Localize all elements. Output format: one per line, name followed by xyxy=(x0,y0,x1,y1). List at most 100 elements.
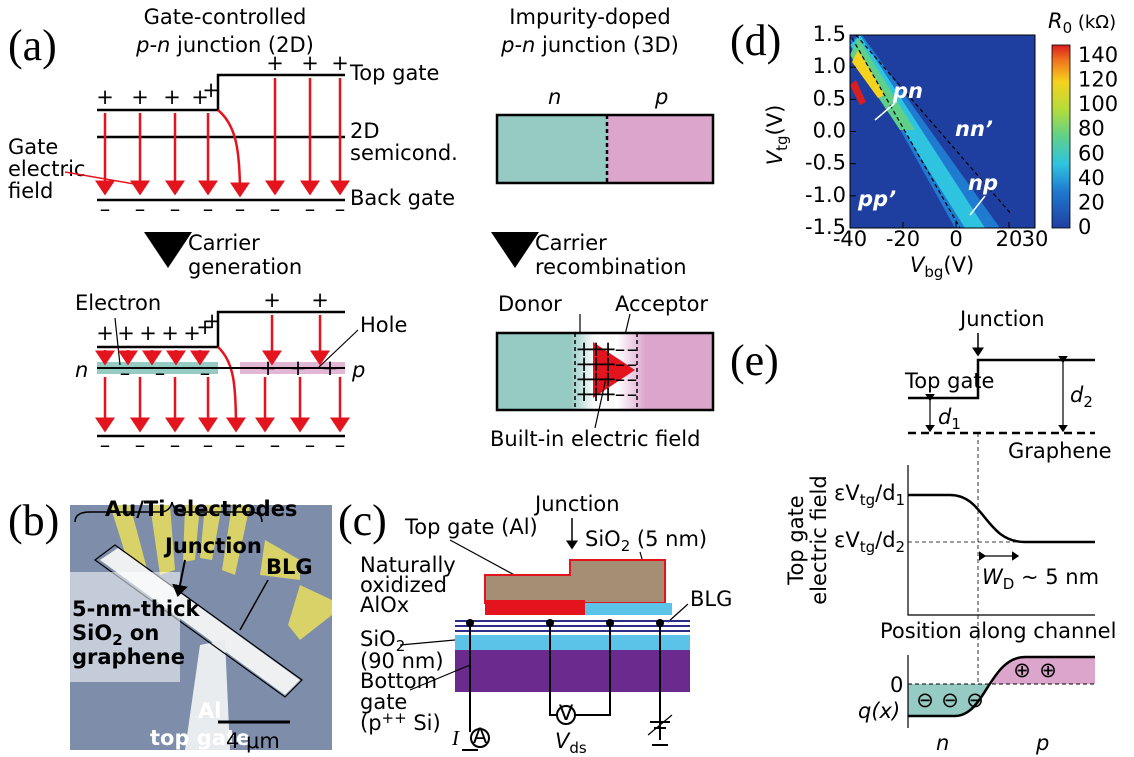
charge-sign: + xyxy=(587,382,605,406)
label-part: (V) xyxy=(943,253,974,277)
charge-sign: + xyxy=(203,309,221,333)
colorbar-tick-label: 120 xyxy=(1078,68,1118,92)
charge-sign: – xyxy=(135,197,146,221)
label-part: SiO xyxy=(72,621,112,645)
y-tick-label: 1.5 xyxy=(813,22,846,46)
label: n xyxy=(936,731,949,755)
charge-sign: + xyxy=(202,78,220,102)
n-region xyxy=(497,333,595,410)
label: Gate xyxy=(8,135,58,159)
charge-sign: – xyxy=(615,382,626,406)
battery xyxy=(647,714,673,736)
y-axis-label: electric field xyxy=(807,475,831,604)
label: Electron xyxy=(75,291,161,315)
x-tick-label: 30 xyxy=(1022,227,1049,251)
ammeter xyxy=(470,728,490,748)
label-part: bg xyxy=(924,263,943,281)
ticks: 1.51.00.50.0-0.5-1.0-1.5-40 -20 0 20 3014012… xyxy=(805,22,1118,251)
charge-signs: + + + +++ + +– – – – – – – –+ + + + ++++ +– – – – – – – –– – – + + ++… xyxy=(95,51,638,457)
label-part: 2 xyxy=(1083,393,1093,411)
charge-sign: – xyxy=(100,433,111,457)
label: field xyxy=(8,179,53,203)
leader xyxy=(874,102,896,121)
p-region xyxy=(607,115,713,183)
label-part: SiO xyxy=(585,527,621,551)
label: Top gate xyxy=(349,61,439,85)
label-part: W xyxy=(982,565,1004,589)
n-region xyxy=(497,115,607,183)
label: d2 xyxy=(1070,383,1093,411)
label-part: Si) xyxy=(407,711,441,735)
label: generation xyxy=(188,255,302,279)
label: SiO2 on xyxy=(72,621,159,649)
label: 2D xyxy=(350,119,380,143)
charge-sign: – xyxy=(120,361,131,385)
electrode xyxy=(183,505,200,562)
label-box xyxy=(70,572,180,682)
charge-sign: + xyxy=(163,85,181,109)
label-part: 1 xyxy=(951,415,961,433)
label: (90 nm) xyxy=(360,649,444,673)
contact xyxy=(546,619,554,627)
y-tick-label: -1.5 xyxy=(805,215,846,239)
label-part: tg xyxy=(773,135,791,150)
top-gate-line xyxy=(97,310,345,349)
charge-sign: + xyxy=(259,356,277,380)
charge-sign: + xyxy=(599,352,617,376)
label-part: D xyxy=(1003,575,1015,593)
label: 4 μm xyxy=(226,729,280,753)
label-part: /d xyxy=(875,528,895,552)
electrode xyxy=(260,540,300,580)
leader xyxy=(399,639,456,646)
label-part: V xyxy=(555,729,571,753)
leader xyxy=(449,539,521,579)
charge-sign: + xyxy=(161,321,179,345)
charge-sign: – xyxy=(235,433,246,457)
charge-sign: – xyxy=(155,361,166,385)
charge-sign: + xyxy=(321,356,339,380)
colorbar-title: R0 (kΩ) xyxy=(1048,9,1116,37)
contact xyxy=(656,619,664,627)
charge-sign: + xyxy=(301,51,319,75)
label-part: d xyxy=(1070,383,1084,407)
label: semicond. xyxy=(350,141,458,165)
colormap-ridge xyxy=(852,50,885,98)
axes xyxy=(907,465,1095,616)
label: p xyxy=(1035,731,1049,755)
charge-sign: + xyxy=(139,321,157,345)
region-label: pp’ xyxy=(857,187,896,211)
label-part: V xyxy=(763,149,787,165)
label: Top gate xyxy=(904,369,994,393)
p-charge xyxy=(990,657,1095,684)
contacts xyxy=(466,619,664,627)
label-part: 0 xyxy=(1063,19,1073,37)
region-label: pn xyxy=(892,79,923,103)
label-part: ~ 5 nm xyxy=(1014,565,1099,589)
label: Junction xyxy=(958,307,1045,331)
charge-sign: + xyxy=(587,352,605,376)
x-tick-label: -20 xyxy=(886,227,920,251)
leader xyxy=(624,313,631,336)
charge-sign: – xyxy=(305,197,316,221)
title: p-n junction (3D) xyxy=(500,33,679,57)
charge-sign: – xyxy=(203,197,214,221)
label: AlOx xyxy=(360,593,409,617)
charge-sign: – xyxy=(170,197,181,221)
charge-sign: + xyxy=(587,367,605,391)
charge-sign: + xyxy=(131,85,149,109)
label: Bottom xyxy=(360,669,437,693)
label: εVtg/d1 xyxy=(834,481,905,509)
charge-sign: + xyxy=(587,337,605,361)
charge-sign: – xyxy=(627,352,638,376)
label: A xyxy=(473,724,488,748)
label: Back gate xyxy=(350,186,455,210)
field-curve xyxy=(908,493,1095,544)
colorbar-tick-label: 60 xyxy=(1078,141,1105,165)
guide-line xyxy=(851,37,961,229)
alox xyxy=(485,602,585,615)
title: Gate-controlled xyxy=(144,5,307,29)
charge-sign: + xyxy=(311,288,329,312)
box xyxy=(495,113,715,185)
x-tick-label: 20 xyxy=(996,227,1023,251)
label-part: SiO xyxy=(360,627,396,651)
